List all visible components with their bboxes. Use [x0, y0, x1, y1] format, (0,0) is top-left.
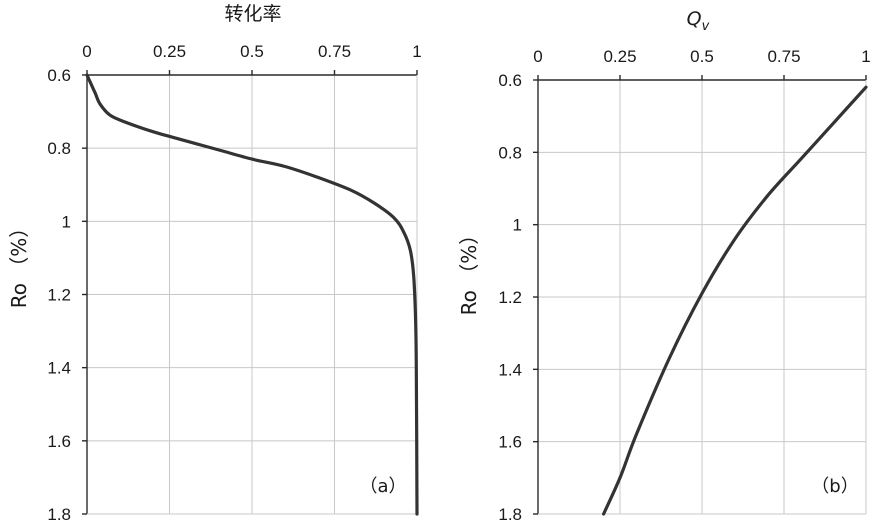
- y-tick-label: 0.8: [498, 143, 522, 162]
- x-tick-label: 0: [82, 42, 91, 61]
- series-line: [604, 87, 866, 514]
- y-axis-label: Ro （%）: [457, 225, 481, 316]
- x-tick-label: 0.75: [318, 42, 351, 61]
- panel-label: （b）: [811, 476, 858, 497]
- x-tick-label: 0: [533, 47, 542, 66]
- panel-a: 0 0.25 0.5 0.75 1 0.6 0.8 1 1.2 1.4 1.6 1.8 转化率 Ro （%…: [7, 3, 422, 524]
- y-tick-label: 1.6: [47, 432, 71, 451]
- y-tick-label: 1: [62, 212, 71, 231]
- y-axis-label: Ro （%）: [7, 218, 31, 309]
- y-tick-label: 0.6: [498, 71, 522, 90]
- x-tick-label: 1: [861, 47, 870, 66]
- x-tick-label: 0.5: [240, 42, 264, 61]
- x-tick-label: 0.25: [603, 47, 636, 66]
- x-tick-label: 0.25: [153, 42, 186, 61]
- chart-title: Qv: [687, 8, 710, 34]
- y-tick-label: 1.4: [47, 359, 71, 378]
- x-tick-label: 0.5: [690, 47, 714, 66]
- y-tick-label: 1.2: [47, 286, 71, 305]
- y-tick-label: 1.8: [47, 505, 71, 524]
- x-tick-label: 1: [412, 42, 421, 61]
- y-tick-label: 1.6: [498, 433, 522, 452]
- chart-title-main: Q: [687, 8, 702, 30]
- y-tick-label: 0.6: [47, 66, 71, 85]
- panel-b: 0 0.25 0.5 0.75 1 0.6 0.8 1 1.2 1.4 1.6 1.8 Qv Ro （%）…: [457, 8, 871, 524]
- panel-label: （a）: [359, 476, 406, 497]
- y-tick-label: 1.8: [498, 505, 522, 524]
- chart-title-subscript: v: [702, 19, 710, 34]
- y-tick-label: 1.4: [498, 360, 522, 379]
- y-tick-label: 1: [513, 216, 522, 235]
- chart-title: 转化率: [224, 3, 281, 25]
- y-tick-label: 0.8: [47, 139, 71, 158]
- y-tick-label: 1.2: [498, 288, 522, 307]
- x-tick-label: 0.75: [767, 47, 800, 66]
